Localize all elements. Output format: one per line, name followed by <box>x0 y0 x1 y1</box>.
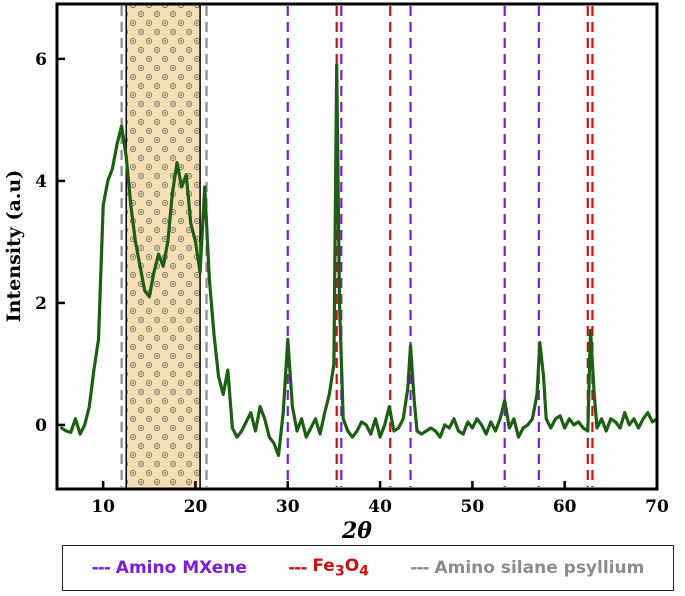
xrd-chart: 10 20 30 40 50 60 70 0 2 4 6 Intensity (a.u) 2θ <box>3 2 669 544</box>
legend-dash-red: --- <box>288 557 307 578</box>
x-tick-label-30: 30 <box>276 497 300 517</box>
legend-label-fe3o4: Fe3O4 <box>312 556 370 580</box>
y-axis-label: Intensity (a.u) <box>3 170 25 322</box>
xrd-pattern-line <box>60 63 659 457</box>
legend-label-amino-silane-psyllium: Amino silane psyllium <box>434 558 645 578</box>
y-tick-label-2: 2 <box>35 294 47 314</box>
x-axis-label: 2θ <box>341 518 372 544</box>
y-tick-label-4: 4 <box>35 172 47 192</box>
legend: --- Amino MXene --- Fe3O4 --- Amino sila… <box>62 545 674 591</box>
legend-dash-gray: --- <box>410 558 429 578</box>
y-tick-label-6: 6 <box>35 50 47 70</box>
x-tick-label-40: 40 <box>368 497 392 517</box>
x-tick-label-60: 60 <box>553 497 577 517</box>
x-tick-label-50: 50 <box>461 497 485 517</box>
legend-dash-purple: --- <box>91 558 111 578</box>
legend-label-amino-mxene: Amino MXene <box>115 558 247 578</box>
shaded-band-pattern <box>126 4 201 489</box>
plot-frame <box>55 2 659 491</box>
y-tick-label-0: 0 <box>35 416 47 436</box>
legend-item-fe3o4: --- Fe3O4 <box>288 556 369 579</box>
x-tick-label-10: 10 <box>91 497 115 517</box>
x-tick-label-20: 20 <box>184 497 208 517</box>
legend-item-amino-mxene: --- Amino MXene <box>92 558 247 578</box>
legend-item-amino-silane-psyllium: --- Amino silane psyllium <box>410 558 644 578</box>
x-tick-label-70: 70 <box>645 497 669 517</box>
